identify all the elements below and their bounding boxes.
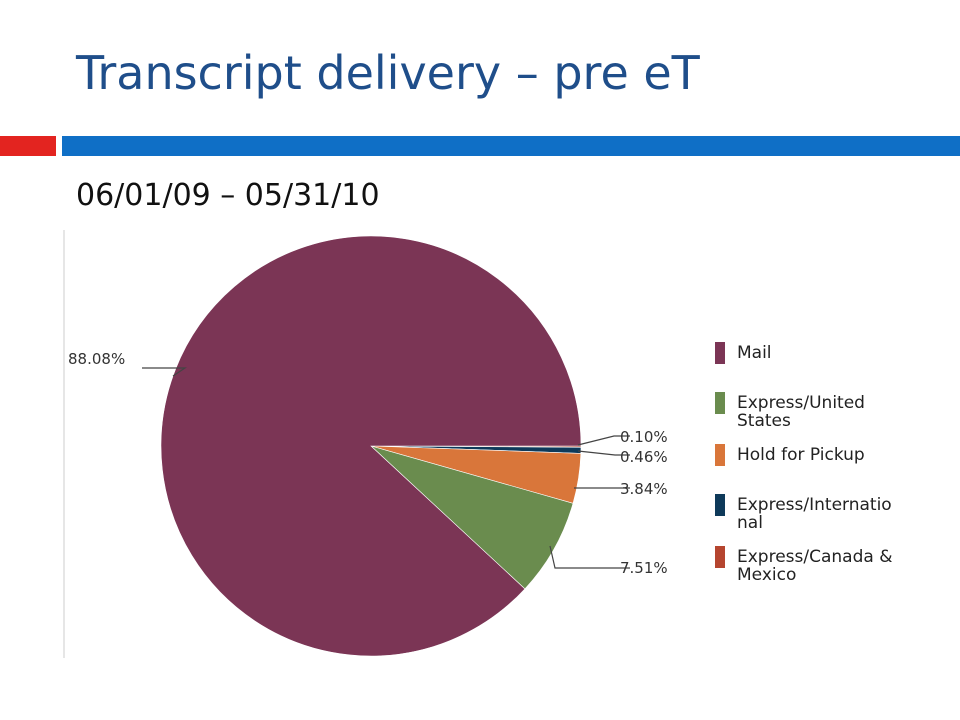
- pie-slice-express-united-states: [370, 445, 574, 590]
- leader-line-express-international: [577, 450, 630, 456]
- legend-label-express-united-states: Express/United: [737, 393, 865, 413]
- pie-slice-mail: [160, 235, 582, 657]
- slice-label-express-international: 0.46%: [620, 448, 668, 466]
- pie-chart: 88.08% 7.51% 3.84% 0.46% 0.10% Mail Express/U…: [60, 228, 940, 668]
- pie-slices: [160, 235, 582, 657]
- legend-swatch-express-internatio-nal: [715, 494, 725, 516]
- legend-swatch-hold-for-pickup: [715, 444, 725, 466]
- pie-chart-svg: 88.08% 7.51% 3.84% 0.46% 0.10% Mail Express/U…: [63, 230, 892, 658]
- accent-bar-blue: [62, 136, 960, 156]
- accent-bar-red: [0, 136, 56, 156]
- leader-line-mail: [142, 367, 187, 377]
- legend-label-express-canada-mexico: Mexico: [737, 565, 796, 585]
- slice-label-express-canada-mexico: 0.10%: [620, 428, 668, 446]
- slice-label-mail: 88.08%: [68, 350, 125, 368]
- slide-title: Transcript delivery – pre eT: [76, 46, 700, 100]
- slice-leader-lines: [142, 367, 630, 569]
- legend-swatch-mail: [715, 342, 725, 364]
- leader-line-express-canada-mexico: [577, 435, 630, 446]
- legend-label-hold-for-pickup: Hold for Pickup: [737, 445, 865, 465]
- date-range: 06/01/09 – 05/31/10: [76, 178, 380, 213]
- legend-label-mail: Mail: [737, 343, 772, 363]
- slice-labels: 88.08% 7.51% 3.84% 0.46% 0.10%: [68, 350, 668, 577]
- legend-label-express-internatio-nal: Express/Internatio: [737, 495, 892, 515]
- legend-swatch-express-united-states: [715, 392, 725, 414]
- legend-label-express-united-states: States: [737, 411, 791, 431]
- legend-label-express-internatio-nal: nal: [737, 513, 763, 533]
- slice-label-express-united-states: 7.51%: [620, 559, 668, 577]
- leader-line-express-united-states: [549, 545, 630, 569]
- legend-swatch-express-canada-mexico: [715, 546, 725, 568]
- slice-label-hold-for-pickup: 3.84%: [620, 480, 668, 498]
- legend-label-express-canada-mexico: Express/Canada &: [737, 547, 892, 567]
